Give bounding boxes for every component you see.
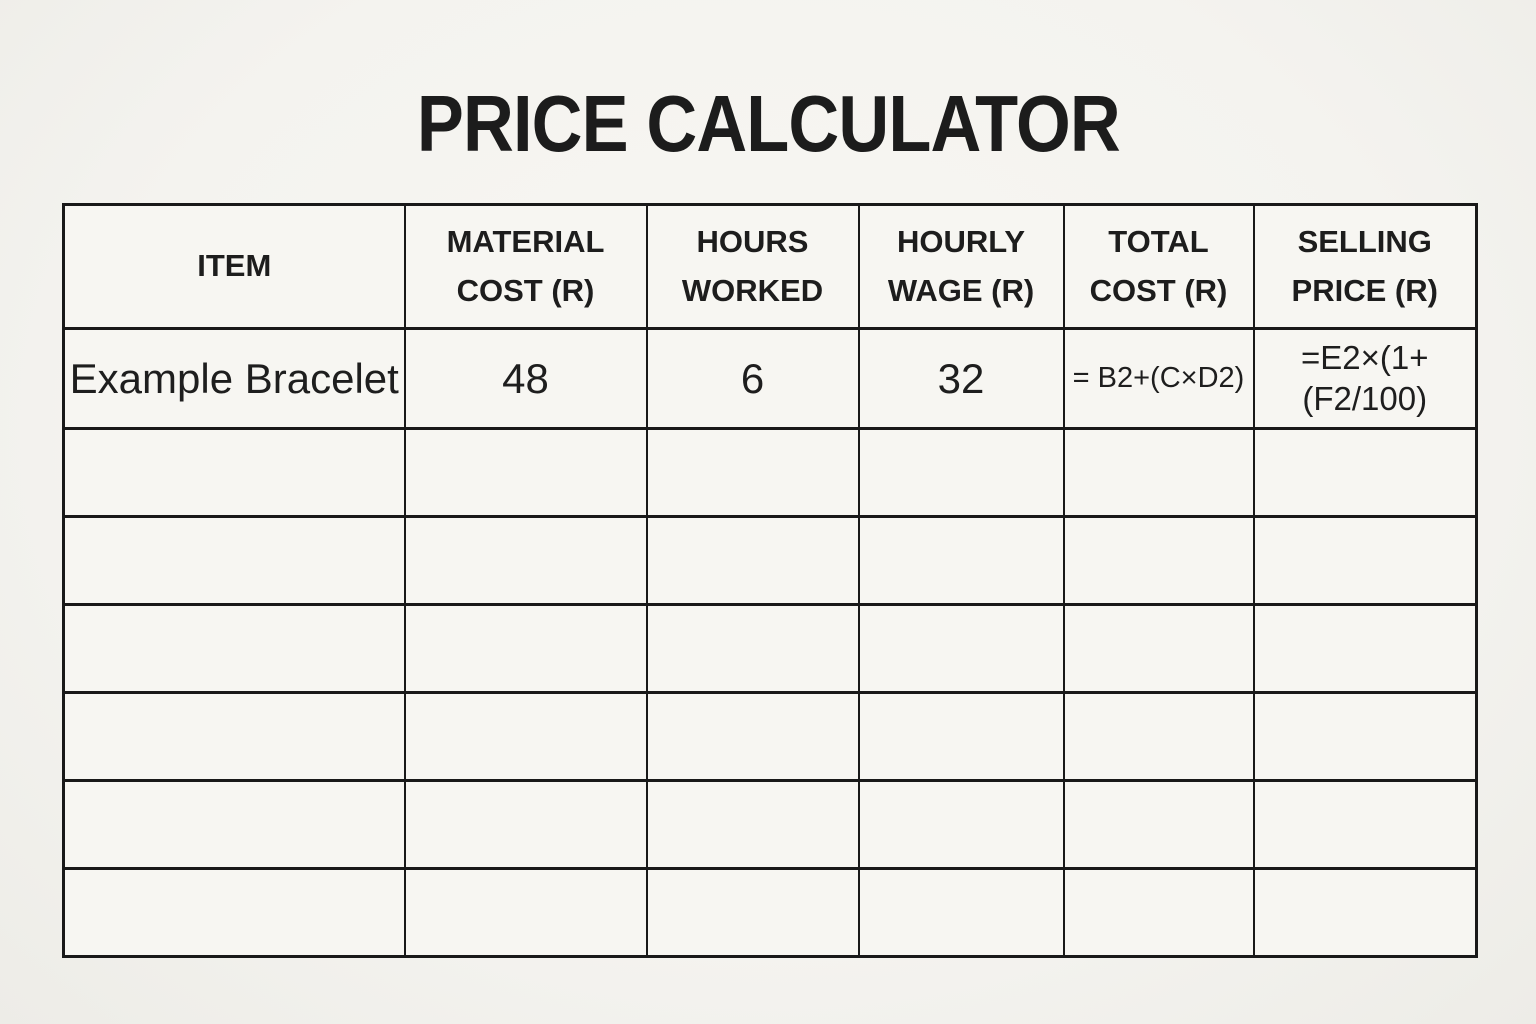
empty-row xyxy=(62,691,1478,782)
cell-hourly-wage: 32 xyxy=(857,327,1065,430)
header-row: ITEM MATERIAL COST (R) HOURS WORKED HOUR… xyxy=(62,203,1478,330)
col-header-total-cost: TOTAL COST (R) xyxy=(1062,203,1255,330)
col-header-selling-price: SELLING PRICE (R) xyxy=(1252,203,1478,330)
empty-cell xyxy=(62,779,406,870)
empty-cell xyxy=(1062,867,1255,958)
empty-cell xyxy=(857,867,1065,958)
empty-row xyxy=(62,427,1478,518)
col-header-item: ITEM xyxy=(62,203,406,330)
cell-material-cost: 48 xyxy=(403,327,648,430)
empty-cell xyxy=(857,515,1065,606)
empty-cell xyxy=(1252,691,1478,782)
empty-cell xyxy=(645,603,860,694)
empty-cell xyxy=(403,427,648,518)
empty-cell xyxy=(62,867,406,958)
empty-cell xyxy=(62,691,406,782)
empty-cell xyxy=(403,867,648,958)
empty-cell xyxy=(403,603,648,694)
empty-cell xyxy=(1252,515,1478,606)
price-calculator-table: ITEM MATERIAL COST (R) HOURS WORKED HOUR… xyxy=(62,203,1478,958)
empty-cell xyxy=(1062,603,1255,694)
cell-selling-price-formula: =E2×(1+ (F2/100) xyxy=(1252,327,1478,430)
empty-row xyxy=(62,603,1478,694)
empty-row xyxy=(62,779,1478,870)
selling-formula-line2: (F2/100) xyxy=(1302,379,1428,417)
cell-hours-worked: 6 xyxy=(645,327,860,430)
empty-cell xyxy=(645,427,860,518)
empty-cell xyxy=(1062,515,1255,606)
empty-cell xyxy=(403,779,648,870)
table-body: Example Bracelet 48 6 32 = B2+(C×D2) =E2… xyxy=(62,327,1478,958)
empty-cell xyxy=(1062,691,1255,782)
col-header-hourly-wage: HOURLY WAGE (R) xyxy=(857,203,1065,330)
empty-row xyxy=(62,867,1478,958)
empty-cell xyxy=(403,691,648,782)
empty-cell xyxy=(1252,867,1478,958)
empty-cell xyxy=(1252,427,1478,518)
empty-cell xyxy=(1252,779,1478,870)
empty-cell xyxy=(645,691,860,782)
col-header-material-cost: MATERIAL COST (R) xyxy=(403,203,648,330)
empty-cell xyxy=(645,515,860,606)
empty-cell xyxy=(645,779,860,870)
empty-cell xyxy=(1252,603,1478,694)
empty-cell xyxy=(1062,427,1255,518)
empty-cell xyxy=(62,603,406,694)
empty-cell xyxy=(857,779,1065,870)
empty-cell xyxy=(62,427,406,518)
cell-total-cost-formula: = B2+(C×D2) xyxy=(1062,327,1255,430)
empty-cell xyxy=(857,603,1065,694)
empty-cell xyxy=(403,515,648,606)
empty-cell xyxy=(645,867,860,958)
col-header-hours-worked: HOURS WORKED xyxy=(645,203,860,330)
empty-cell xyxy=(857,691,1065,782)
empty-row xyxy=(62,515,1478,606)
page-title-text: PRICE CALCULATOR xyxy=(416,79,1121,168)
example-row: Example Bracelet 48 6 32 = B2+(C×D2) =E2… xyxy=(62,327,1478,430)
empty-cell xyxy=(62,515,406,606)
empty-cell xyxy=(1062,779,1255,870)
selling-formula-line1: =E2×(1+ xyxy=(1300,339,1429,377)
empty-cell xyxy=(857,427,1065,518)
cell-item: Example Bracelet xyxy=(62,327,406,430)
page-title: PRICE CALCULATOR xyxy=(0,84,1536,164)
